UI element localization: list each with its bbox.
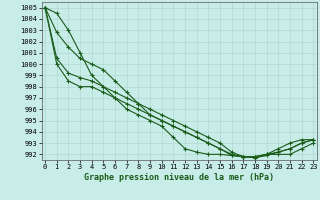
X-axis label: Graphe pression niveau de la mer (hPa): Graphe pression niveau de la mer (hPa) (84, 173, 274, 182)
